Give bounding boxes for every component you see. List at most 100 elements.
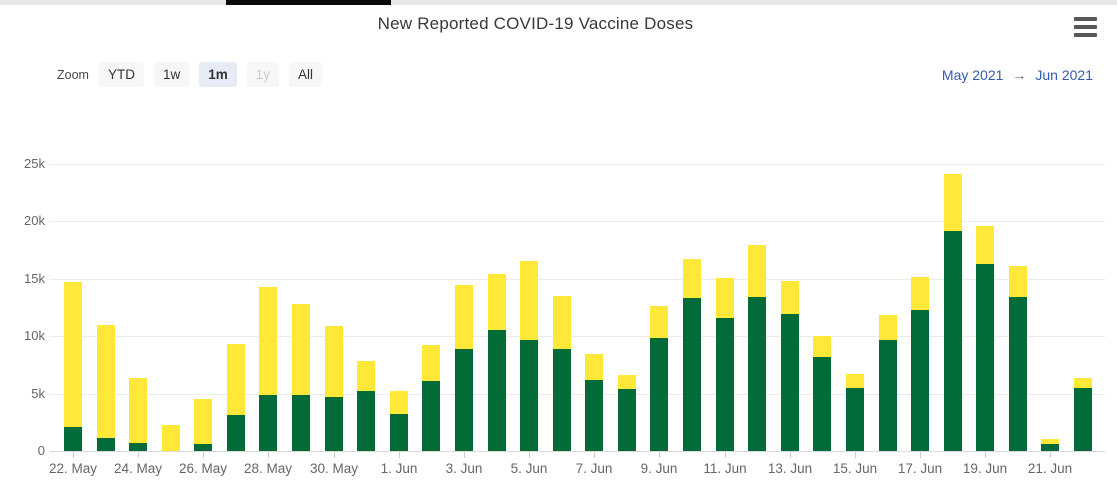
segment-green[interactable] — [813, 357, 831, 451]
segment-yellow[interactable] — [585, 354, 603, 380]
segment-yellow[interactable] — [194, 399, 212, 444]
segment-yellow[interactable] — [97, 325, 115, 438]
segment-yellow[interactable] — [455, 285, 473, 349]
segment-green[interactable] — [618, 389, 636, 451]
segment-green[interactable] — [292, 395, 310, 451]
scrollbar-thumb[interactable] — [226, 0, 391, 5]
bar-11-jun[interactable] — [716, 278, 734, 451]
segment-green[interactable] — [259, 395, 277, 451]
segment-green[interactable] — [194, 444, 212, 451]
segment-yellow[interactable] — [1074, 378, 1092, 388]
bar-26-may[interactable] — [194, 399, 212, 451]
zoom-button-ytd[interactable]: YTD — [99, 62, 144, 87]
segment-yellow[interactable] — [553, 296, 571, 349]
zoom-button-1m[interactable]: 1m — [199, 62, 237, 87]
segment-green[interactable] — [553, 349, 571, 451]
range-start[interactable]: May 2021 — [941, 67, 1004, 83]
segment-yellow[interactable] — [390, 391, 408, 414]
segment-green[interactable] — [97, 438, 115, 451]
segment-green[interactable] — [716, 318, 734, 451]
segment-yellow[interactable] — [813, 336, 831, 357]
bar-25-may[interactable] — [162, 425, 180, 451]
zoom-button-1y[interactable]: 1y — [246, 62, 280, 87]
segment-yellow[interactable] — [422, 345, 440, 381]
segment-yellow[interactable] — [227, 344, 245, 415]
segment-yellow[interactable] — [64, 282, 82, 427]
bar-12-jun[interactable] — [748, 245, 766, 451]
segment-yellow[interactable] — [976, 226, 994, 264]
segment-green[interactable] — [879, 340, 897, 451]
bar-2-jun[interactable] — [422, 345, 440, 451]
segment-yellow[interactable] — [879, 315, 897, 340]
bar-28-may[interactable] — [259, 287, 277, 451]
segment-yellow[interactable] — [129, 378, 147, 443]
bar-6-jun[interactable] — [553, 296, 571, 451]
segment-yellow[interactable] — [846, 374, 864, 388]
segment-yellow[interactable] — [781, 281, 799, 314]
bar-22-jun[interactable] — [1074, 378, 1092, 451]
bar-17-jun[interactable] — [911, 277, 929, 451]
segment-green[interactable] — [976, 264, 994, 451]
segment-yellow[interactable] — [618, 375, 636, 389]
segment-green[interactable] — [683, 298, 701, 451]
segment-green[interactable] — [325, 397, 343, 451]
bar-3-jun[interactable] — [455, 285, 473, 451]
segment-green[interactable] — [129, 443, 147, 451]
bar-10-jun[interactable] — [683, 259, 701, 451]
export-menu-button[interactable] — [1068, 12, 1102, 42]
segment-green[interactable] — [357, 391, 375, 451]
range-end[interactable]: Jun 2021 — [1035, 67, 1093, 83]
segment-green[interactable] — [748, 297, 766, 451]
bar-27-may[interactable] — [227, 344, 245, 451]
bar-19-jun[interactable] — [976, 226, 994, 451]
bar-18-jun[interactable] — [944, 174, 962, 451]
segment-green[interactable] — [1009, 297, 1027, 451]
bar-14-jun[interactable] — [813, 336, 831, 451]
bar-4-jun[interactable] — [488, 274, 506, 451]
segment-yellow[interactable] — [911, 277, 929, 310]
segment-green[interactable] — [1041, 444, 1059, 451]
segment-green[interactable] — [585, 380, 603, 451]
segment-yellow[interactable] — [488, 274, 506, 330]
segment-yellow[interactable] — [162, 425, 180, 451]
segment-yellow[interactable] — [683, 259, 701, 298]
segment-green[interactable] — [455, 349, 473, 451]
zoom-button-1w[interactable]: 1w — [154, 62, 190, 87]
segment-yellow[interactable] — [944, 174, 962, 231]
segment-yellow[interactable] — [259, 287, 277, 395]
segment-green[interactable] — [650, 338, 668, 451]
bar-29-may[interactable] — [292, 304, 310, 451]
zoom-button-all[interactable]: All — [289, 62, 323, 87]
segment-yellow[interactable] — [1009, 266, 1027, 297]
bar-20-jun[interactable] — [1009, 266, 1027, 451]
segment-green[interactable] — [488, 330, 506, 451]
segment-green[interactable] — [64, 427, 82, 451]
segment-yellow[interactable] — [1041, 439, 1059, 444]
bar-5-jun[interactable] — [520, 261, 538, 451]
bar-15-jun[interactable] — [846, 374, 864, 451]
segment-green[interactable] — [846, 388, 864, 451]
bar-31-may[interactable] — [357, 361, 375, 451]
bar-9-jun[interactable] — [650, 306, 668, 451]
bar-23-may[interactable] — [97, 325, 115, 451]
segment-green[interactable] — [227, 415, 245, 451]
bar-16-jun[interactable] — [879, 315, 897, 451]
bar-24-may[interactable] — [129, 378, 147, 451]
segment-green[interactable] — [422, 381, 440, 451]
bar-22-may[interactable] — [64, 282, 82, 451]
segment-yellow[interactable] — [357, 361, 375, 391]
segment-green[interactable] — [944, 231, 962, 451]
segment-yellow[interactable] — [520, 261, 538, 340]
segment-green[interactable] — [520, 340, 538, 451]
bar-21-jun[interactable] — [1041, 439, 1059, 451]
bar-1-jun[interactable] — [390, 391, 408, 451]
segment-green[interactable] — [911, 310, 929, 451]
segment-yellow[interactable] — [650, 306, 668, 338]
bar-13-jun[interactable] — [781, 281, 799, 451]
bar-7-jun[interactable] — [585, 354, 603, 451]
bar-30-may[interactable] — [325, 326, 343, 451]
segment-yellow[interactable] — [748, 245, 766, 297]
bar-8-jun[interactable] — [618, 375, 636, 451]
segment-yellow[interactable] — [716, 278, 734, 318]
